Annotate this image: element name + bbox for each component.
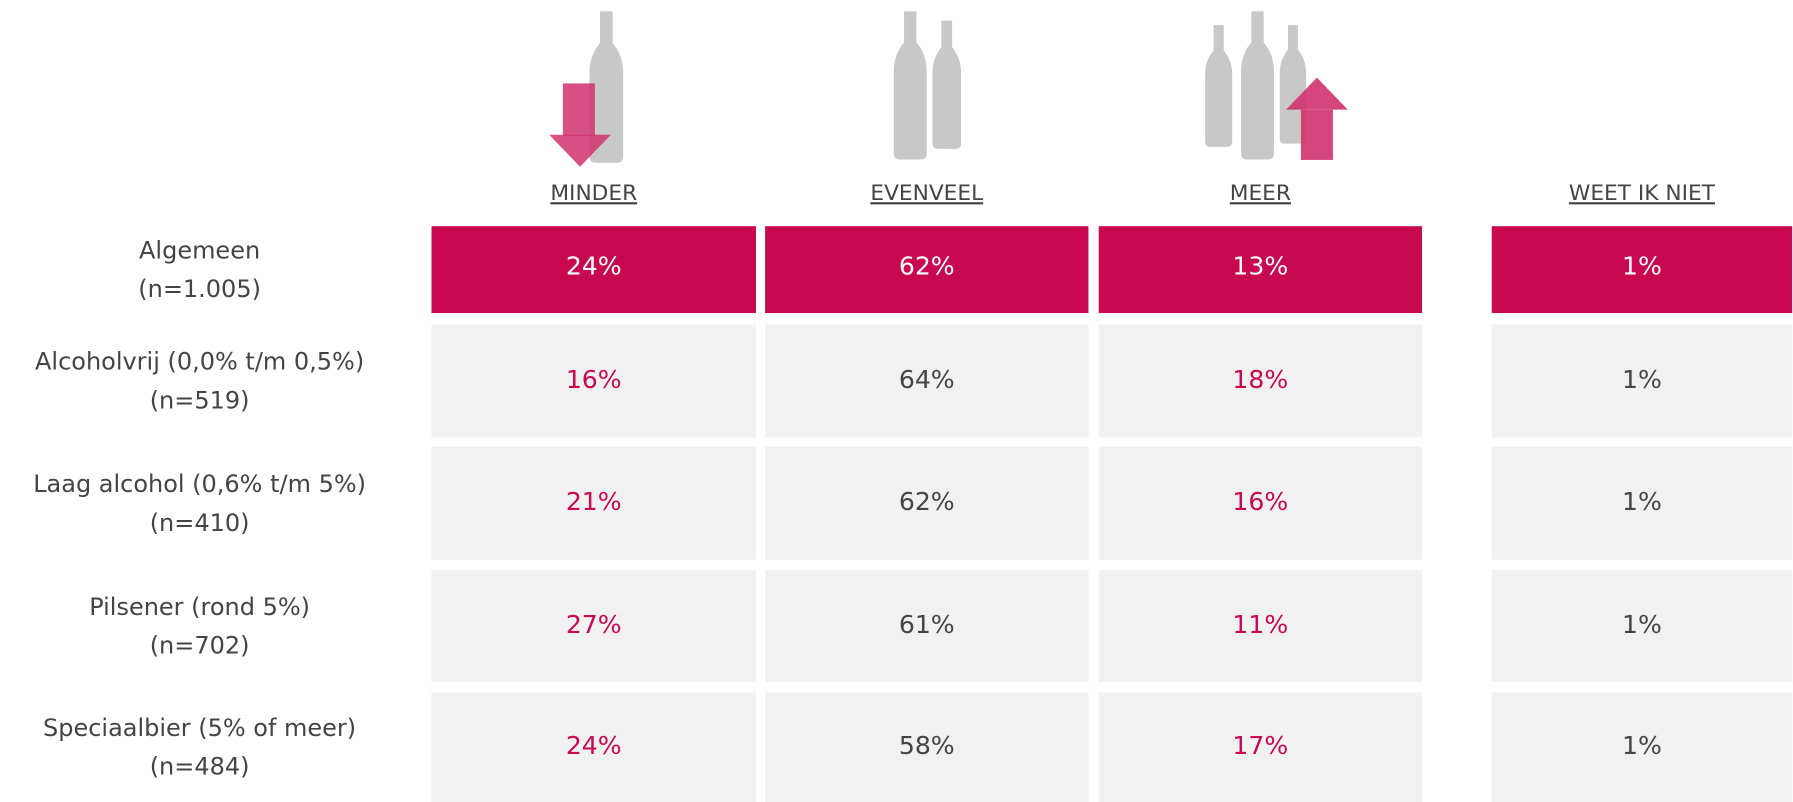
cell-value: 1%: [1622, 731, 1662, 760]
cell: [765, 226, 1089, 314]
icon-minder: [549, 11, 624, 167]
column-header: EVENVEEL: [870, 181, 983, 206]
row-n: (n=1.005): [138, 275, 261, 303]
cell-value: 24%: [566, 251, 622, 280]
cell: [765, 446, 1089, 560]
cell-value: 1%: [1622, 487, 1662, 516]
cell-value: 1%: [1622, 365, 1662, 394]
row-n: (n=702): [150, 632, 250, 660]
column-header: MEER: [1230, 181, 1291, 206]
cell: [765, 324, 1089, 438]
cell: [1491, 570, 1793, 683]
cell-value: 24%: [566, 731, 622, 760]
cell-value: 27%: [566, 610, 622, 639]
cell: [1098, 446, 1423, 560]
cell: [1491, 324, 1793, 438]
cell-value: 18%: [1232, 365, 1288, 394]
cell: [1098, 692, 1423, 802]
cell: [765, 692, 1089, 802]
cell-value: 21%: [566, 487, 622, 516]
row-label: Laag alcohol (0,6% t/m 5%): [33, 470, 366, 498]
cell: [431, 226, 756, 314]
cell-value: 61%: [899, 610, 955, 639]
cell-value: 11%: [1232, 610, 1288, 639]
cell-value: 64%: [899, 365, 955, 394]
row-n: (n=410): [150, 509, 250, 537]
row-label: Algemeen: [139, 236, 260, 264]
cell: [1491, 446, 1793, 560]
cell-value: 1%: [1622, 251, 1662, 280]
cell: [431, 692, 756, 802]
row-n: (n=519): [150, 387, 250, 415]
row-n: (n=484): [150, 753, 250, 781]
cell: [431, 324, 756, 438]
cell: [1098, 226, 1423, 314]
row-label: Speciaalbier (5% of meer): [43, 714, 356, 742]
cell-value: 16%: [566, 365, 622, 394]
cell: [1491, 692, 1793, 802]
cell-value: 62%: [899, 251, 955, 280]
row-label: Alcoholvrij (0,0% t/m 0,5%): [35, 348, 364, 376]
cell-value: 16%: [1232, 487, 1288, 516]
icon-meer: [1205, 11, 1348, 160]
cell-value: 58%: [899, 731, 955, 760]
cell-value: 1%: [1622, 610, 1662, 639]
column-header: MINDER: [550, 181, 637, 206]
cell-value: 17%: [1232, 731, 1288, 760]
cell: [1098, 324, 1423, 438]
cell-value: 13%: [1232, 251, 1288, 280]
icon-evenveel: [893, 11, 962, 160]
row-label: Pilsener (rond 5%): [89, 593, 310, 621]
column-header: WEET IK NIET: [1569, 181, 1716, 206]
cell: [431, 446, 756, 560]
cell: [1491, 226, 1793, 314]
cell: [765, 570, 1089, 683]
cell-value: 62%: [899, 487, 955, 516]
cell: [431, 570, 756, 683]
cell: [1098, 570, 1423, 683]
